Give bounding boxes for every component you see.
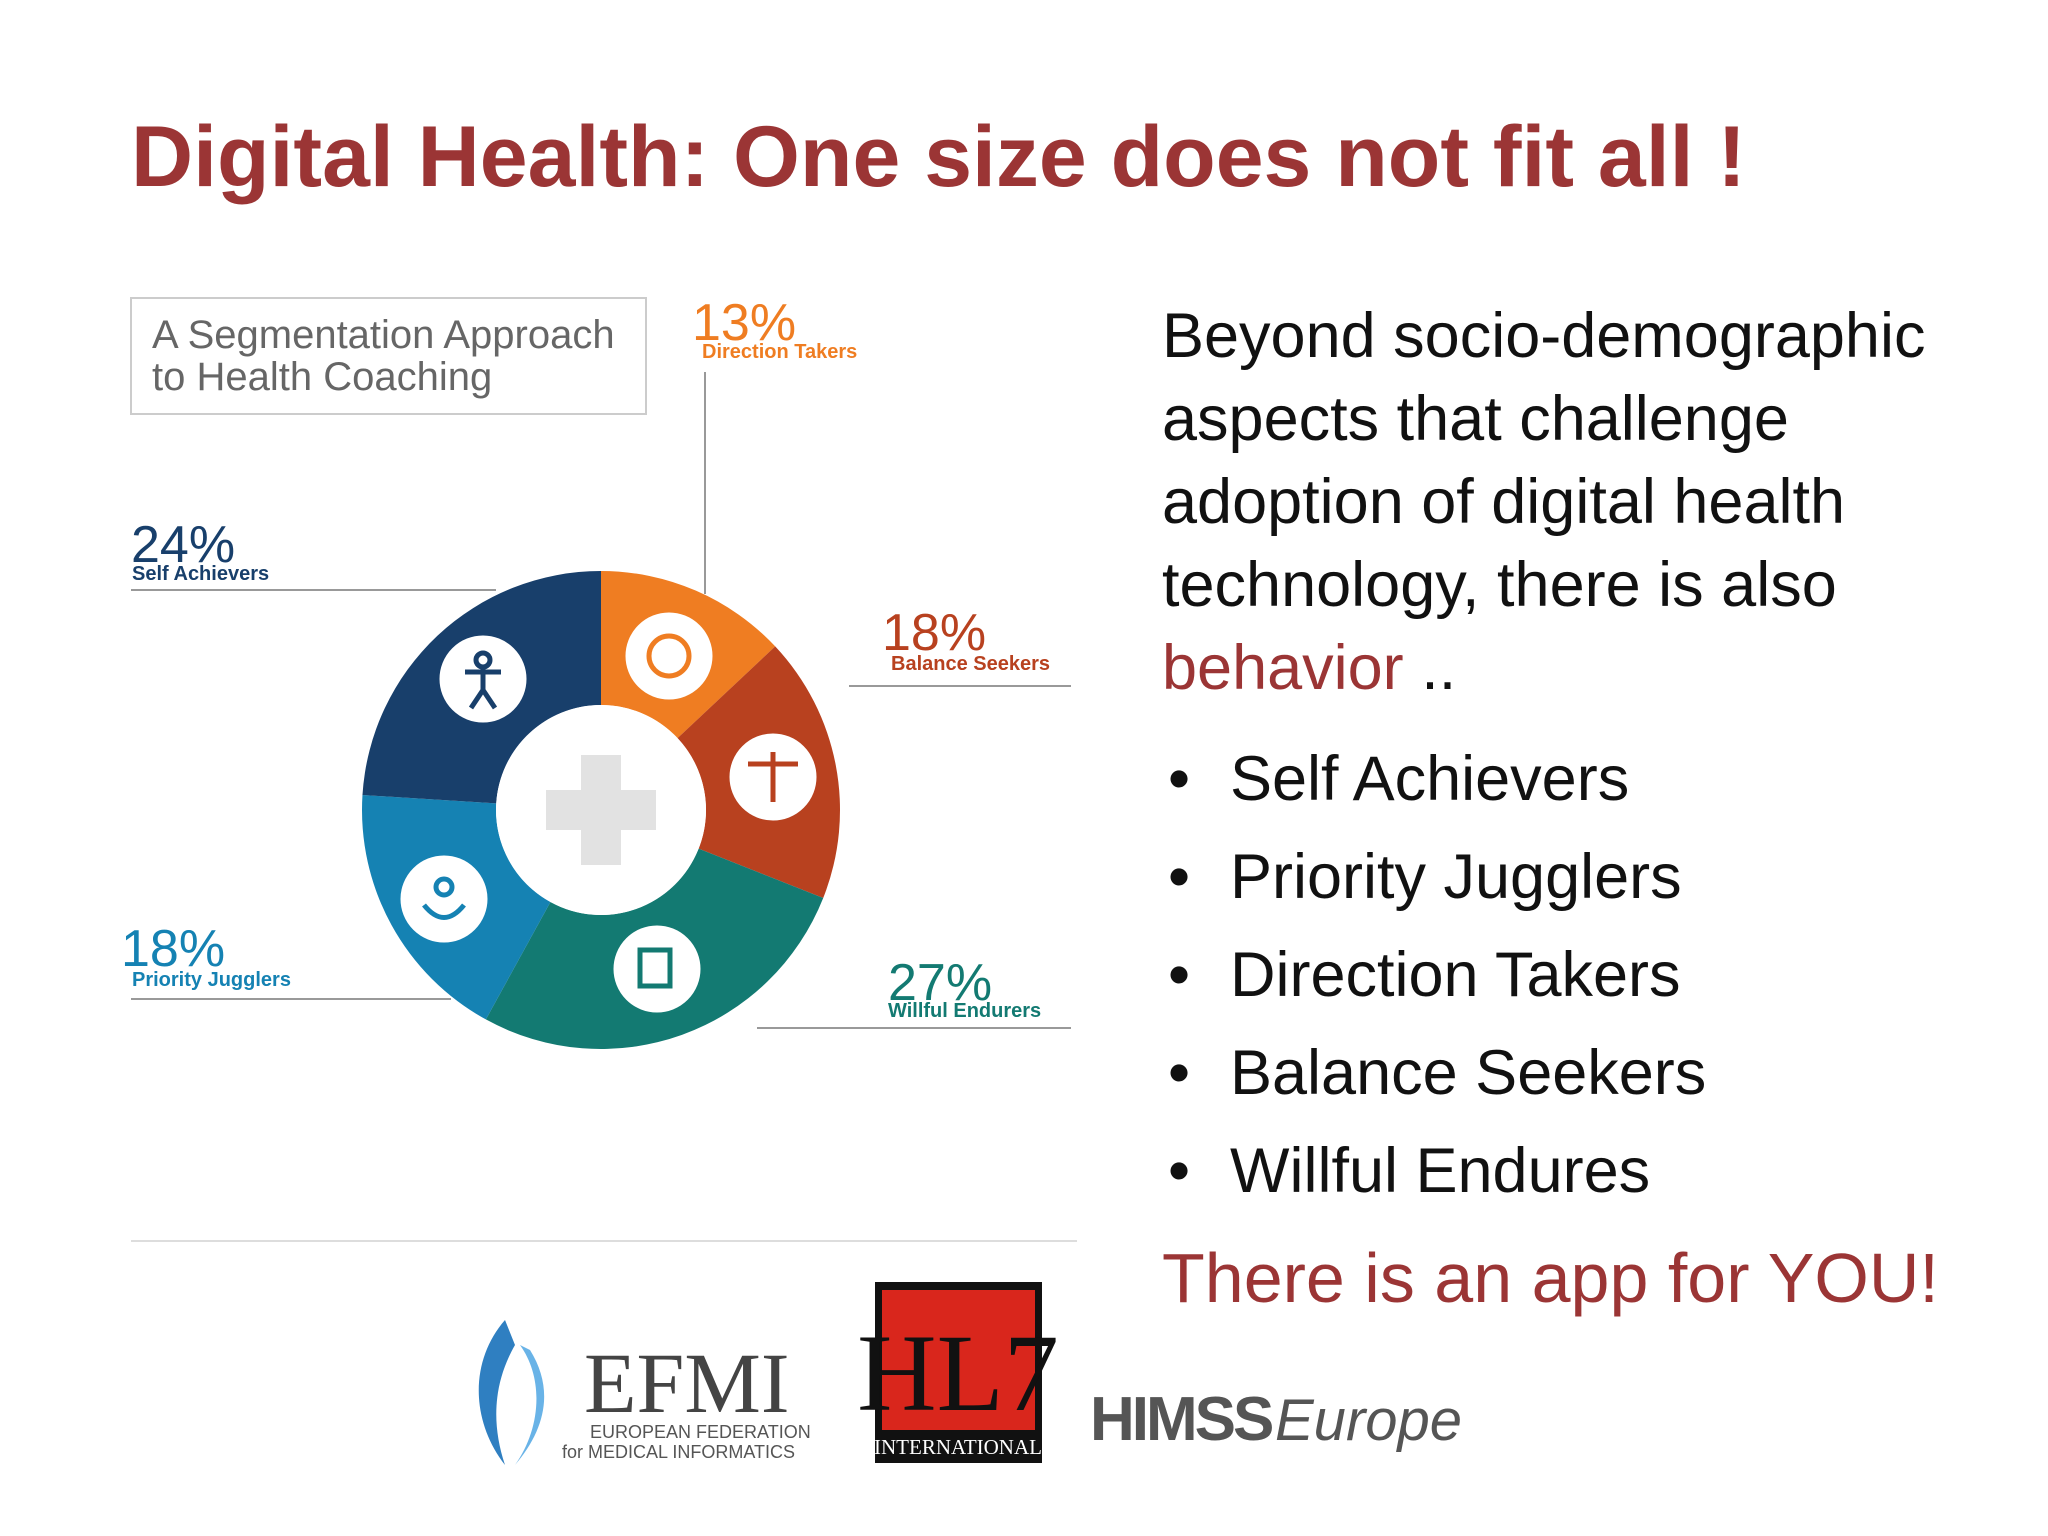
- efmi-logo: EFMI EUROPEAN FEDERATION for MEDICAL INF…: [478, 1320, 811, 1465]
- segment-percent: 24%: [131, 516, 235, 574]
- text-line: Beyond socio-demographic: [1162, 301, 1926, 371]
- segment-name: Balance Seekers: [891, 653, 1050, 675]
- highlight: behavior: [1162, 633, 1404, 703]
- segment-percent: 13%: [692, 294, 796, 352]
- efmi-line: EUROPEAN FEDERATION: [590, 1422, 811, 1442]
- himss-logo: HIMSS Europe: [1090, 1385, 1462, 1454]
- bullet: Balance Seekers: [1162, 1024, 1706, 1122]
- bullet: Priority Jugglers: [1162, 828, 1706, 926]
- segment-name: Self Achievers: [132, 563, 269, 585]
- closing-text: There is an app for YOU!: [1162, 1239, 1939, 1317]
- hl7-logo: HL7 INTERNATIONAL: [857, 1282, 1059, 1463]
- text-line: aspects that challenge: [1162, 384, 1789, 454]
- center-cross: [546, 755, 656, 865]
- text-line: behavior ..: [1162, 627, 1925, 710]
- himss-name: HIMSS: [1090, 1385, 1272, 1454]
- text-line: adoption of digital health: [1162, 467, 1846, 537]
- efmi-name: EFMI: [584, 1335, 789, 1431]
- segment-icons: [400, 612, 817, 1013]
- segment-percent: 27%: [888, 954, 992, 1012]
- icon-glyphs: [422, 633, 798, 989]
- hl7-sub: INTERNATIONAL: [874, 1435, 1042, 1459]
- infographic-title: to Health Coaching: [152, 355, 492, 399]
- segment-name: Willful Endurers: [888, 1000, 1041, 1022]
- leader-lines: [131, 372, 1077, 1242]
- title-box: [130, 297, 647, 415]
- himss-region: Europe: [1275, 1388, 1462, 1453]
- segment-percent: 18%: [882, 604, 986, 662]
- infographic-title: A Segmentation Approach: [152, 313, 615, 357]
- bullet: Direction Takers: [1162, 926, 1706, 1024]
- bullet-list: Self Achievers Priority Jugglers Directi…: [1162, 730, 1706, 1220]
- hl7-mark: HL7: [857, 1312, 1059, 1434]
- segment-percent: 18%: [121, 920, 225, 978]
- body-text: Beyond socio-demographic aspects that ch…: [1162, 295, 1925, 710]
- slide-title: Digital Health: One size does not fit al…: [131, 109, 1747, 205]
- ellipsis: ..: [1421, 633, 1457, 703]
- bullet: Willful Endures: [1162, 1122, 1706, 1220]
- segment-name: Direction Takers: [702, 341, 857, 363]
- text-line: technology, there is also: [1162, 550, 1837, 620]
- bullet: Self Achievers: [1162, 730, 1706, 828]
- segment-name: Priority Jugglers: [132, 969, 291, 991]
- efmi-line: for MEDICAL INFORMATICS: [562, 1442, 795, 1462]
